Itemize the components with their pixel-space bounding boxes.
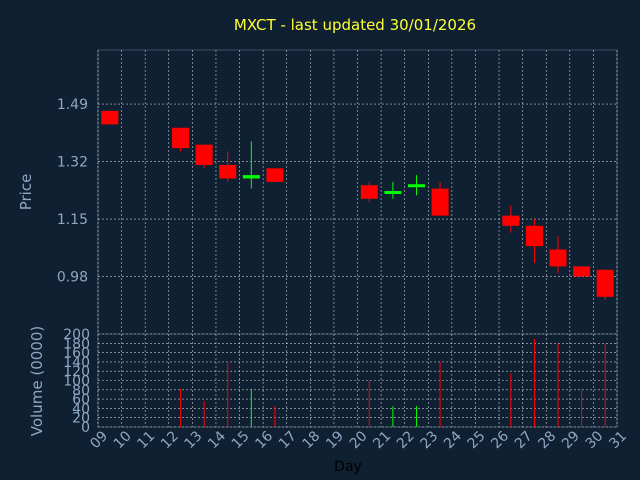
candle-body <box>596 269 614 297</box>
volume-tick-label: 20 <box>72 411 90 427</box>
candle-body <box>525 225 543 247</box>
volume-tick-label: 60 <box>72 392 90 408</box>
volume-tick-label: 40 <box>72 401 90 417</box>
price-y-ticks: 0.98 1.15 1.32 1.49 <box>57 97 88 285</box>
price-candles <box>101 110 614 301</box>
candle-body <box>384 191 402 194</box>
price-grid <box>97 50 618 334</box>
candle-body <box>219 164 237 179</box>
candle-body <box>407 184 425 188</box>
candle-body <box>172 127 190 149</box>
volume-tick-label: 80 <box>72 383 90 399</box>
volume-tick-label: 140 <box>63 355 90 371</box>
chart-title: MXCT - last updated 30/01/2026 <box>234 16 476 34</box>
x-axis-ticks: 09 10 11 12 13 14 15 16 17 18 19 20 21 22 23 24 25 26 27 28… <box>87 428 630 452</box>
price-tick-label: 0.98 <box>57 270 88 286</box>
candle-body <box>360 185 378 199</box>
volume-bars <box>180 338 606 427</box>
x-axis-label: Day <box>334 459 362 475</box>
candle-body <box>195 144 213 165</box>
candle-body <box>266 168 284 182</box>
volume-tick-label: 180 <box>63 336 90 352</box>
price-panel: 0.98 1.15 1.32 1.49 <box>57 49 618 335</box>
candle-body <box>431 188 449 216</box>
candle-body <box>573 266 591 277</box>
price-tick-label: 1.49 <box>57 97 88 113</box>
volume-tick-label: 200 <box>63 327 90 343</box>
candle-body <box>242 175 260 179</box>
volume-tick-label: 0 <box>81 420 90 436</box>
price-tick-label: 1.32 <box>57 155 88 171</box>
candle-body <box>549 249 567 267</box>
volume-tick-label: 100 <box>63 374 90 390</box>
candle-body <box>502 215 520 226</box>
candle-body <box>101 110 119 125</box>
volume-tick-label: 120 <box>63 364 90 380</box>
price-tick-label: 1.15 <box>57 212 88 228</box>
volume-tick-label: 160 <box>63 346 90 362</box>
price-axis-label: Price <box>17 174 35 211</box>
volume-axis-label: Volume (0000) <box>28 326 46 436</box>
volume-grid <box>97 333 618 428</box>
